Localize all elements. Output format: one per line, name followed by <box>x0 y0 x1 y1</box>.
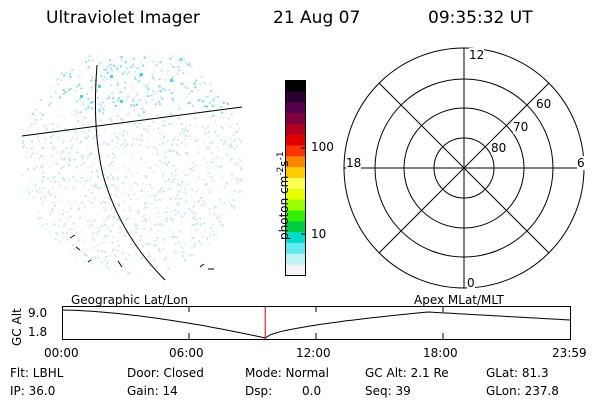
coastline-fragments <box>69 234 214 270</box>
unit-photon-cm: photon cm <box>277 175 291 240</box>
x-tick-0600: 06:00 <box>169 346 204 360</box>
colorbar-frame <box>285 80 306 276</box>
geographic-latitude-line <box>21 106 243 137</box>
polar-mlat-mlt-plot <box>343 47 585 289</box>
mode-info: Mode: Normal <box>245 366 329 380</box>
geographic-latlon-title: Geographic Lat/Lon <box>71 293 189 307</box>
instrument-title: Ultraviolet Imager <box>46 8 200 28</box>
gc-alt-info: GC Alt: 2.1 Re <box>365 366 449 380</box>
filter-info: Flt: LBHL <box>10 366 64 380</box>
mlt-12-label: 12 <box>469 48 485 62</box>
gc-alt-max-label: 9.0 <box>28 306 48 320</box>
gain-info: Gain: 14 <box>127 384 178 398</box>
orbit-altitude-curve <box>61 309 571 339</box>
colorbar-cell <box>285 199 306 211</box>
colorbar-cell <box>285 123 306 136</box>
altitude-timeline-plot <box>61 306 571 340</box>
polar-diagonal-2 <box>378 82 550 254</box>
colorbar-tick-100-label: 100 <box>311 140 334 154</box>
colorbar-cell <box>285 232 306 244</box>
mlat-70-label: 70 <box>513 120 529 134</box>
seq-info: Seq: 39 <box>365 384 411 398</box>
ip-info: IP: 36.0 <box>10 384 56 398</box>
unit-s: s <box>277 160 291 167</box>
dsp-value: 0.0 <box>302 384 322 398</box>
geographic-longitude-line <box>94 64 166 281</box>
colorbar-unit-label: photon cm-2s-1 <box>276 151 291 240</box>
timeline-frame <box>62 306 571 340</box>
colorbar-cell <box>285 134 306 146</box>
mlat-60-label: 60 <box>536 97 552 111</box>
colorbar-cell <box>285 253 306 266</box>
mlt-6-label: 6 <box>577 156 585 170</box>
colorbar-cell <box>285 167 306 179</box>
colorbar-cell <box>285 188 306 201</box>
x-tick-2359: 23:59 <box>552 346 587 360</box>
mlt-0-label: 0 <box>467 276 475 290</box>
unit-exponent-s: -1 <box>276 151 286 161</box>
colorbar-cell <box>285 102 306 114</box>
uv-image-panel <box>21 55 243 281</box>
colorbar-cell <box>285 264 306 276</box>
time-label: 09:35:32 UT <box>428 8 533 28</box>
auroral-emission-speckles <box>21 55 243 275</box>
colorbar-cell <box>285 91 306 103</box>
gc-alt-min-label: 1.8 <box>28 325 48 339</box>
glat-info: GLat: 81.3 <box>486 366 549 380</box>
x-tick-1200: 12:00 <box>296 346 331 360</box>
unit-exponent-cm: -2 <box>276 166 286 176</box>
mlat-80-label: 80 <box>491 141 507 155</box>
mlt-18-label: 18 <box>346 156 362 170</box>
colorbar-cell <box>285 145 306 157</box>
colorbar-cell <box>285 156 306 168</box>
colorbar-cell <box>285 178 306 190</box>
x-tick-1800: 18:00 <box>423 346 458 360</box>
door-info: Door: Closed <box>127 366 204 380</box>
colorbar-cell <box>285 80 306 92</box>
colorbar-cell <box>285 113 306 125</box>
apex-mlat-mlt-title: Apex MLat/MLT <box>414 293 504 307</box>
dsp-label: Dsp: <box>245 384 273 398</box>
date-label: 21 Aug 07 <box>273 8 361 28</box>
colorbar <box>285 80 306 276</box>
glon-info: GLon: 237.8 <box>486 384 559 398</box>
colorbar-cell <box>285 243 306 255</box>
colorbar-tick-10-label: 10 <box>311 227 327 241</box>
gc-alt-axis-label: GC Alt <box>10 308 24 346</box>
colorbar-cell <box>285 221 306 233</box>
x-tick-0000: 00:00 <box>44 346 79 360</box>
colorbar-cell <box>285 210 306 222</box>
